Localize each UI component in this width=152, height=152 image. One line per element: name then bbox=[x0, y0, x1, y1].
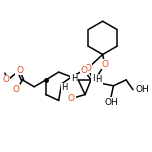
Text: O: O bbox=[16, 66, 23, 75]
Text: O: O bbox=[68, 94, 75, 103]
Text: OH: OH bbox=[105, 98, 118, 107]
Text: H: H bbox=[96, 75, 102, 84]
Text: O: O bbox=[101, 60, 108, 69]
Text: O: O bbox=[85, 64, 92, 73]
Text: OH: OH bbox=[136, 85, 150, 94]
Text: O: O bbox=[12, 85, 19, 94]
Text: O: O bbox=[2, 75, 9, 84]
Text: O: O bbox=[81, 66, 88, 75]
Text: H: H bbox=[61, 83, 68, 92]
Text: H: H bbox=[71, 74, 78, 83]
Text: H: H bbox=[92, 74, 98, 83]
